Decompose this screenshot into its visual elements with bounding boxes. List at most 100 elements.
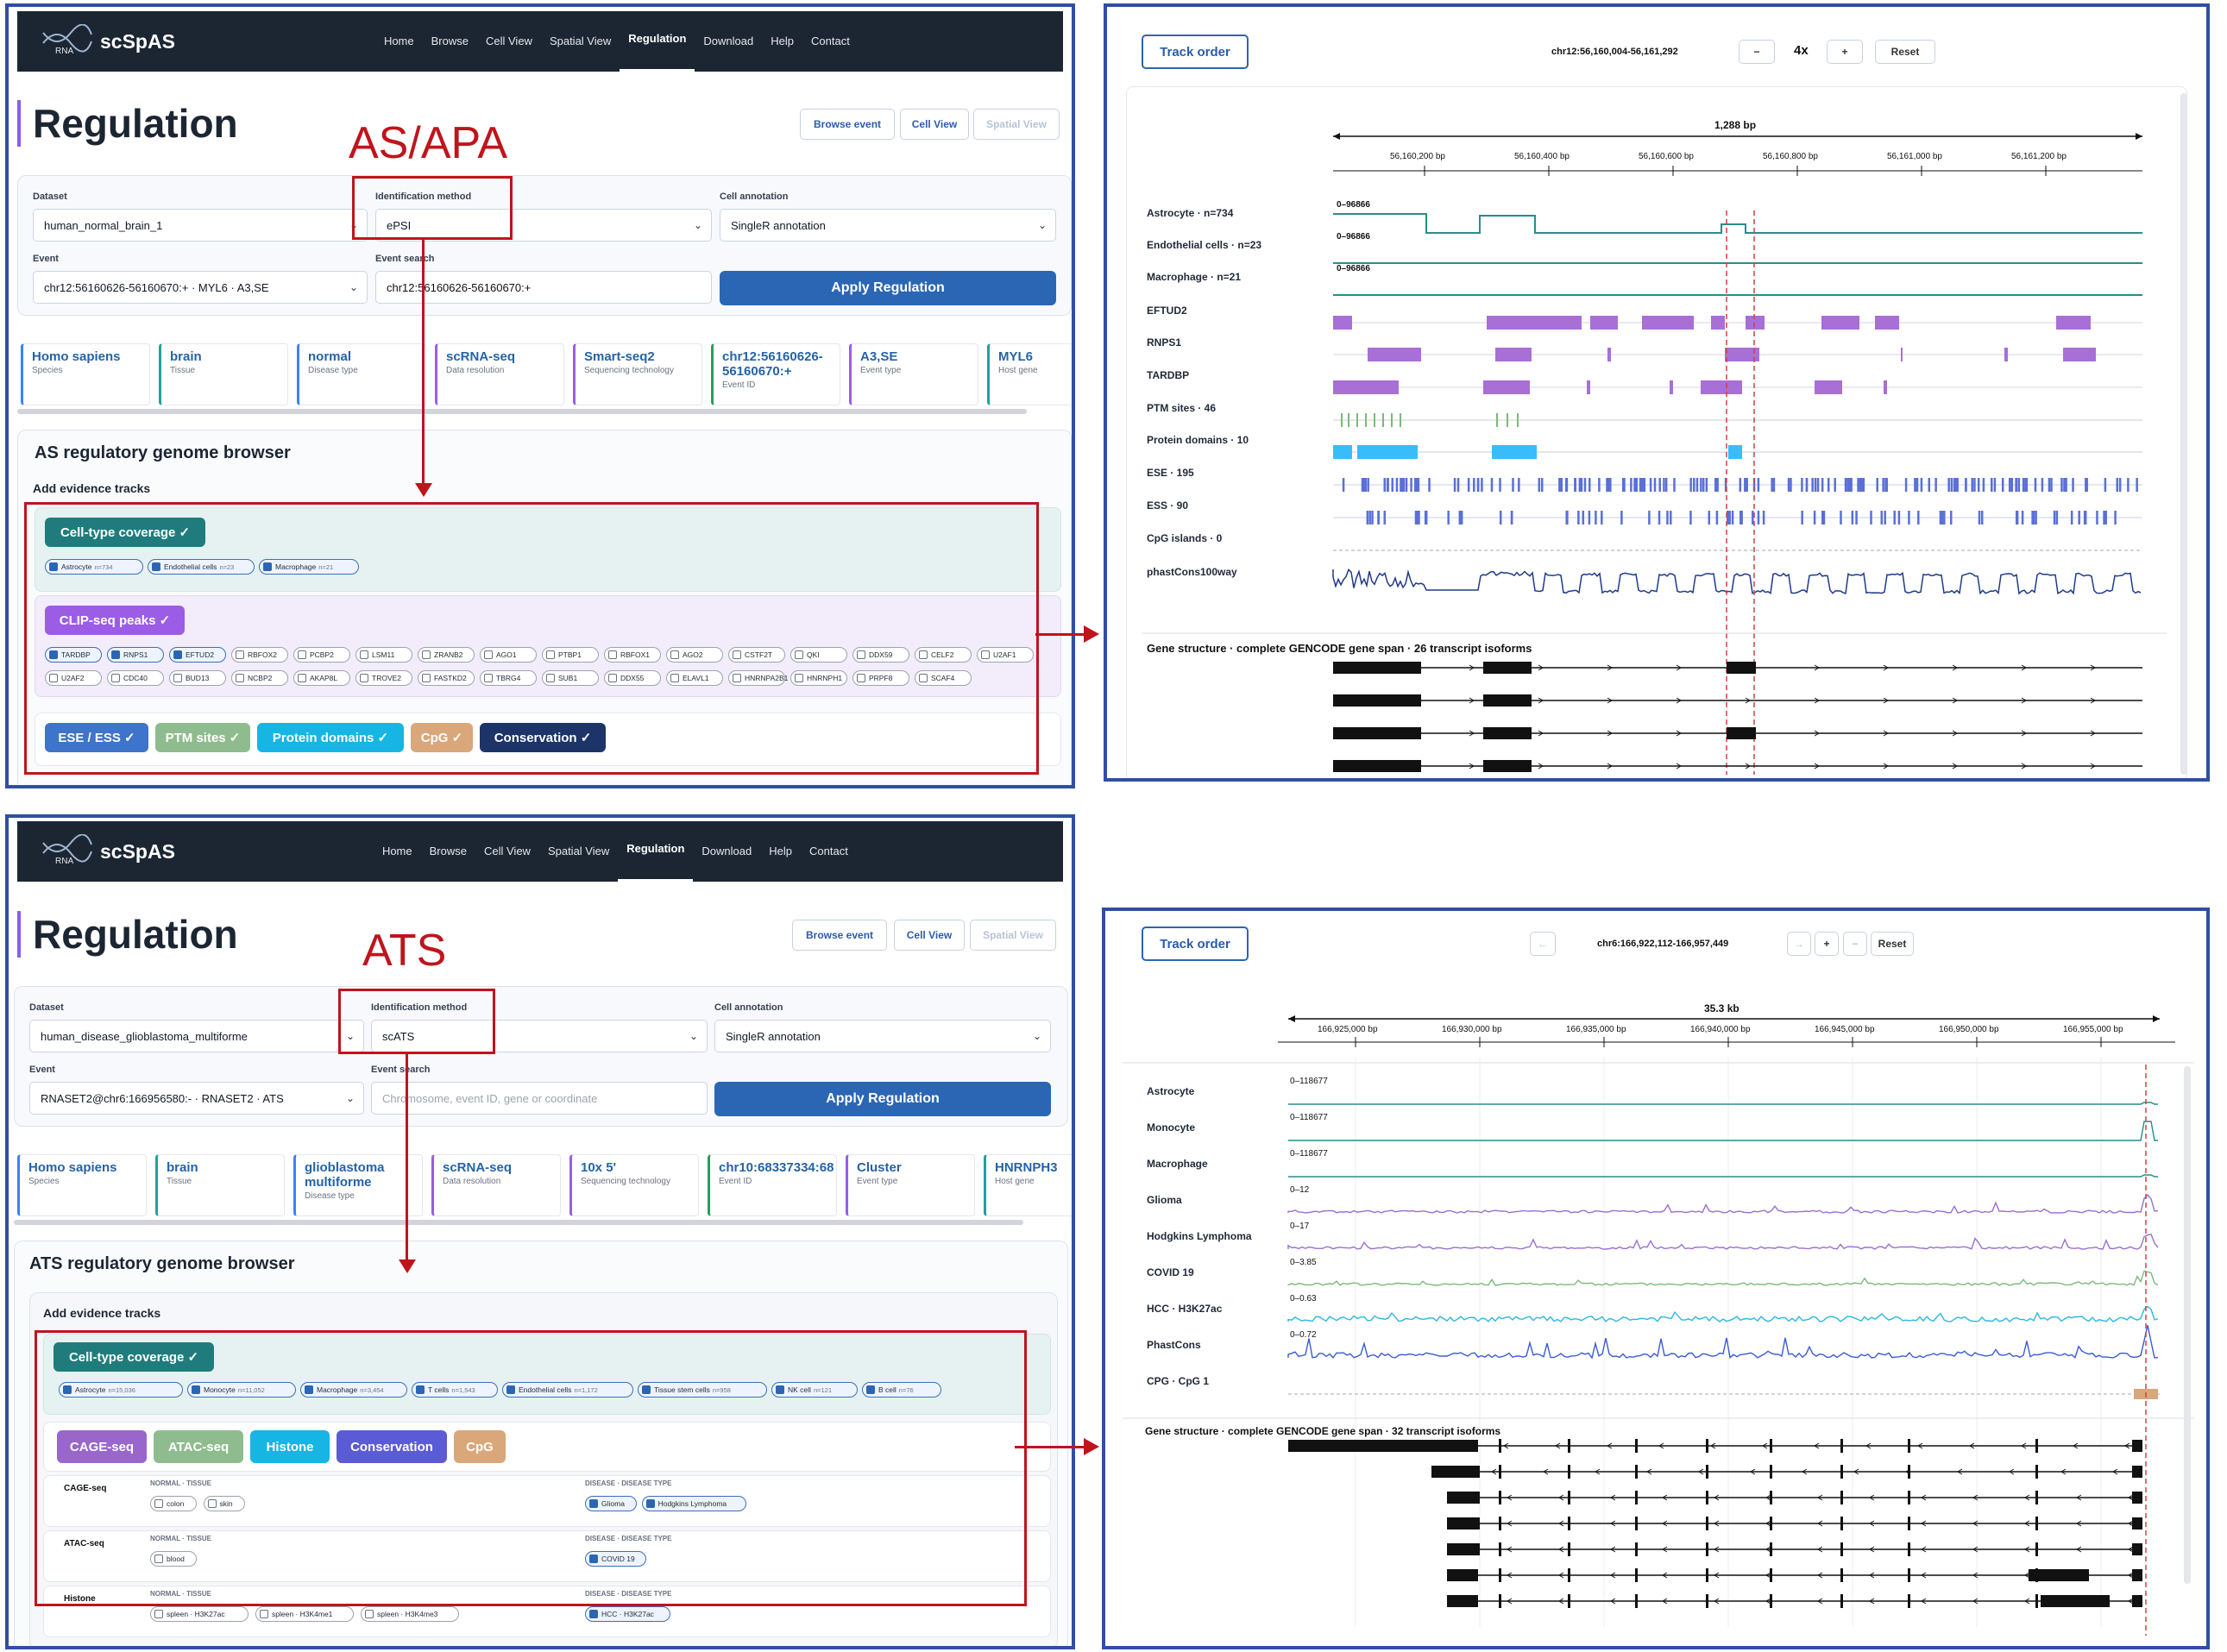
clip-checkbox[interactable]: HNRNPA2B1 [728,670,788,686]
clip-checkbox[interactable]: DDX55 [604,670,661,686]
zoom-out-button[interactable]: − [1739,40,1775,64]
cell-type-checkbox[interactable]: NK cell n=121 [771,1382,858,1398]
zoom-in-button[interactable]: + [1827,40,1863,64]
clip-checkbox[interactable]: EFTUD2 [169,647,226,663]
nav-download[interactable]: Download [703,35,754,47]
metadata-card[interactable]: brain Tissue [159,343,288,405]
clip-checkbox[interactable]: RNPS1 [107,647,164,663]
metadata-card[interactable]: Homo sapiens Species [17,1154,147,1216]
evidence-toggle-button[interactable]: Protein domains ✓ [257,723,404,752]
clip-checkbox[interactable]: SUB1 [542,670,599,686]
metadata-card[interactable]: MYL6 Host gene [987,343,1072,405]
clip-checkbox[interactable]: AGO1 [480,647,537,663]
cell-type-coverage-button[interactable]: Cell-type coverage ✓ [45,518,205,547]
reset-button[interactable]: Reset [1871,932,1914,956]
nav-browse[interactable]: Browse [431,35,469,47]
metadata-card[interactable]: Homo sapiens Species [21,343,150,405]
normal-checkbox[interactable]: spleen · H3K4me3 [361,1606,459,1622]
vertical-scrollbar[interactable] [2184,1066,2191,1584]
clip-checkbox[interactable]: RBFOX2 [231,647,288,663]
dataset-select[interactable]: human_normal_brain_1 ⌄ [33,209,368,242]
clip-checkbox[interactable]: FASTKD2 [418,670,475,686]
evidence-toggle-button[interactable]: Histone [250,1430,330,1463]
nav-browse[interactable]: Browse [429,845,467,857]
clip-checkbox[interactable]: QKI [790,647,847,663]
nav-spatial-view[interactable]: Spatial View [549,35,612,47]
clip-checkbox[interactable]: RBFOX1 [604,647,661,663]
cell-type-checkbox[interactable]: Astrocyte n=15,036 [59,1382,183,1398]
clip-checkbox[interactable]: PCBP2 [293,647,350,663]
clip-checkbox[interactable]: CDC40 [107,670,164,686]
event-select[interactable]: chr12:56160626-56160670:+ · MYL6 · A3,SE… [33,271,368,304]
nav-cell-view[interactable]: Cell View [485,35,532,47]
clip-checkbox[interactable]: TBRG4 [480,670,537,686]
vertical-scrollbar[interactable] [2180,93,2187,775]
clip-checkbox[interactable]: PTBP1 [542,647,599,663]
browse-event-button[interactable]: Browse event [800,109,895,140]
metadata-card[interactable]: chr10:68337334:68 Event ID [708,1154,837,1216]
nav-cell-view[interactable]: Cell View [483,845,531,857]
evidence-toggle-button[interactable]: ESE / ESS ✓ [45,723,148,752]
disease-checkbox[interactable]: COVID 19 [585,1551,646,1567]
track-order-button[interactable]: Track order [1142,927,1249,961]
clip-seq-button[interactable]: CLIP-seq peaks ✓ [45,606,185,635]
clip-checkbox[interactable]: U2AF2 [45,670,102,686]
clip-checkbox[interactable]: HNRNPH1 [790,670,847,686]
annotation-select[interactable]: SingleR annotation ⌄ [714,1020,1051,1052]
metadata-card[interactable]: 10x 5' Sequencing technology [569,1154,699,1216]
apply-regulation-button[interactable]: Apply Regulation [714,1082,1051,1116]
cell-type-checkbox[interactable]: Macrophage n=21 [259,559,359,575]
clip-checkbox[interactable]: TARDBP [45,647,102,663]
cell-view-button[interactable]: Cell View [900,109,969,140]
clip-checkbox[interactable]: ZRANB2 [418,647,475,663]
normal-checkbox[interactable]: blood [150,1551,197,1567]
cards-scrollbar[interactable] [17,409,1027,414]
clip-checkbox[interactable]: U2AF1 [977,647,1034,663]
normal-checkbox[interactable]: spleen · H3K4me1 [255,1606,354,1622]
evidence-toggle-button[interactable]: CpG [454,1430,506,1463]
metadata-card[interactable]: scRNA-seq Data resolution [431,1154,561,1216]
cell-type-checkbox[interactable]: Endothelial cells n=1,172 [502,1382,633,1398]
cell-view-button[interactable]: Cell View [894,920,965,951]
annotation-select[interactable]: SingleR annotation ⌄ [720,209,1056,242]
metadata-card[interactable]: Cluster Event type [846,1154,975,1216]
cell-type-checkbox[interactable]: Astrocyte n=734 [45,559,143,575]
metadata-card[interactable]: glioblastoma multiforme Disease type [293,1154,423,1216]
evidence-toggle-button[interactable]: ATAC-seq [154,1430,243,1463]
dataset-select[interactable]: human_disease_glioblastoma_multiforme ⌄ [29,1020,364,1052]
event-search-input[interactable]: Chromosome, event ID, gene or coordinate [371,1082,708,1115]
cell-type-checkbox[interactable]: T cells n=1,543 [412,1382,498,1398]
metadata-card[interactable]: chr12:56160626-56160670:+ Event ID [711,343,840,405]
clip-checkbox[interactable]: CELF2 [915,647,972,663]
evidence-toggle-button[interactable]: CAGE-seq [57,1430,147,1463]
nav-contact[interactable]: Contact [811,35,850,47]
normal-checkbox[interactable]: skin [203,1496,245,1511]
disease-checkbox[interactable]: Glioma [585,1496,637,1511]
metadata-card[interactable]: normal Disease type [297,343,426,405]
clip-checkbox[interactable]: BUD13 [169,670,226,686]
cell-type-checkbox[interactable]: Endothelial cells n=23 [148,559,255,575]
metadata-card[interactable]: Smart-seq2 Sequencing technology [573,343,702,405]
metadata-card[interactable]: scRNA-seq Data resolution [435,343,564,405]
clip-checkbox[interactable]: AKAP8L [293,670,350,686]
method-select[interactable]: scATS ⌄ [371,1020,708,1052]
nav-home[interactable]: Home [381,845,412,857]
evidence-toggle-button[interactable]: Conservation [337,1430,447,1463]
evidence-toggle-button[interactable]: PTM sites ✓ [155,723,250,752]
normal-checkbox[interactable]: colon [150,1496,197,1511]
clip-checkbox[interactable]: PRPF8 [852,670,909,686]
zoom-out-button[interactable]: − [1843,932,1867,956]
clip-checkbox[interactable]: NCBP2 [231,670,288,686]
brand-logo[interactable]: RNA scSpAS [40,23,175,59]
event-search-input[interactable]: chr12:56160626-56160670:+ [375,271,712,304]
clip-checkbox[interactable]: AGO2 [666,647,723,663]
nav-regulation[interactable]: Regulation [620,11,695,72]
nav-spatial-view[interactable]: Spatial View [547,845,610,857]
metadata-card[interactable]: A3,SE Event type [849,343,978,405]
cell-type-checkbox[interactable]: Monocyte n=11,052 [187,1382,296,1398]
brand-logo[interactable]: RNA scSpAS [40,833,175,869]
disease-checkbox[interactable]: HCC · H3K27ac [585,1606,670,1622]
clip-checkbox[interactable]: LSM11 [355,647,412,663]
clip-checkbox[interactable]: DDX59 [852,647,909,663]
normal-checkbox[interactable]: spleen · H3K27ac [150,1606,248,1622]
